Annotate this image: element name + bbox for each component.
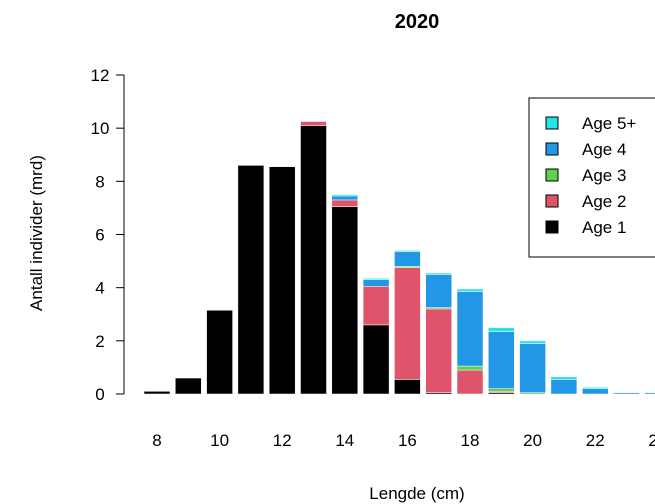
bar-segment [581, 387, 609, 389]
x-axis-label: Lengde (cm) [369, 484, 464, 503]
y-tick-label: 8 [95, 172, 104, 191]
bar-segment [456, 365, 484, 371]
bar-segment [300, 121, 327, 126]
y-axis: 0 2 4 6 8 10 12 [91, 66, 125, 404]
bar-segment [425, 274, 452, 308]
bar-segment [331, 194, 359, 197]
legend-label: Age 2 [582, 192, 626, 211]
bar-segment [394, 251, 421, 267]
bar-segment [488, 388, 515, 392]
legend-swatch [545, 142, 559, 156]
bar-segment [519, 340, 546, 344]
x-tick-label: 20 [523, 431, 542, 450]
y-tick-label: 2 [95, 332, 104, 351]
legend-label: Age 5+ [582, 114, 636, 133]
bar-segment [488, 327, 515, 332]
bar-segment [237, 165, 265, 395]
bar-segment [488, 331, 515, 389]
legend-label: Age 4 [582, 140, 626, 159]
y-tick-label: 6 [95, 226, 104, 245]
bar-segment [331, 195, 359, 201]
legend-swatch [545, 220, 559, 234]
bar-segment [425, 272, 452, 275]
bar-segment [143, 391, 171, 395]
legend-label: Age 1 [582, 218, 626, 237]
bar-segment [550, 376, 578, 380]
x-tick-label: 18 [461, 431, 480, 450]
bar-segment [362, 286, 390, 326]
x-tick-label: 24 [648, 431, 655, 450]
legend-label: Age 3 [582, 166, 626, 185]
bar-segment [300, 125, 327, 395]
y-tick-label: 10 [91, 119, 110, 138]
y-tick-label: 4 [95, 279, 104, 298]
x-tick-label: 12 [273, 431, 292, 450]
bar-segment [394, 379, 421, 395]
bar-segment [362, 278, 390, 280]
y-axis-label: Antall individer (mrd) [27, 155, 46, 311]
x-axis: 8 10 12 14 16 18 20 22 24 [152, 431, 655, 450]
bar-segment [362, 279, 390, 287]
chart-title: 2020 [395, 11, 440, 33]
y-tick-label: 0 [95, 385, 104, 404]
bar-segment [331, 199, 359, 207]
x-tick-label: 10 [210, 431, 229, 450]
bar-segment [331, 206, 359, 395]
bar-segment [456, 288, 484, 292]
bar-segment [362, 324, 390, 395]
bar-segment [456, 369, 484, 395]
legend-swatch [545, 168, 559, 182]
bar-segment [613, 392, 640, 395]
bar-segment [206, 310, 233, 395]
bar-segment [394, 250, 421, 253]
bar-segment [394, 267, 421, 380]
x-tick-label: 14 [335, 431, 354, 450]
legend-swatch [545, 194, 559, 208]
bar-segment [519, 343, 546, 393]
x-tick-label: 8 [152, 431, 161, 450]
bar-segment [425, 308, 452, 393]
bars [143, 121, 655, 395]
legend-swatch [545, 116, 559, 130]
bar-segment [456, 291, 484, 367]
y-tick-label: 12 [91, 66, 110, 85]
bar-segment [268, 166, 296, 395]
bar-segment [581, 388, 609, 395]
legend: Age 5+ Age 4 Age 3 Age 2 Age 1 [528, 97, 655, 258]
x-tick-label: 16 [398, 431, 417, 450]
bar-segment [550, 379, 578, 395]
x-tick-label: 22 [586, 431, 605, 450]
bar-segment [175, 377, 202, 395]
bar-segment [644, 392, 655, 395]
